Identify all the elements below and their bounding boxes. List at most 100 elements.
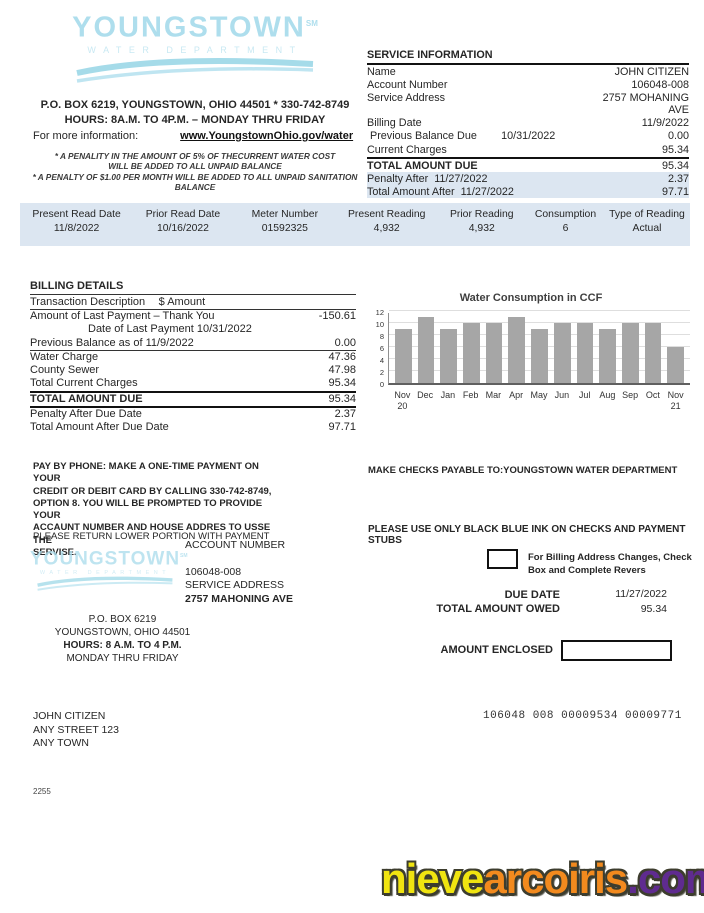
row-desc: Total Current Charges — [30, 377, 138, 390]
logo-name-text: YOUNGSTOWN — [30, 548, 181, 570]
pay-by-phone-line: ACCAUNT NUMBER AND HOUSE ADDRES TO USSE … — [33, 522, 271, 546]
row-label: Name — [367, 65, 396, 78]
meter-col-prior-reading: Prior Reading 4,932 — [436, 208, 527, 246]
col-value: 4,932 — [468, 223, 495, 234]
row-desc: Amount of Last Payment – Thank You — [30, 310, 215, 322]
return-lower-portion-note: PLEASE RETURN LOWER PORTION WITH PAYMENT — [33, 531, 270, 542]
service-info-title: SERVICE INFORMATION — [367, 49, 689, 65]
row-value: 95.34 — [661, 143, 689, 156]
col-header-amount: $ Amount — [158, 296, 206, 308]
row-value: 2.37 — [667, 172, 689, 185]
col-value: 01592325 — [261, 223, 308, 234]
total-after-row: Total Amount After 11/27/2022 97.71 — [367, 185, 689, 199]
logo-wordmark: YOUNGSTOWNSM — [30, 546, 188, 570]
chart-x-label: Dec — [417, 390, 434, 400]
chart-bar — [667, 347, 684, 383]
recipient-street: ANY STREET 123 — [33, 723, 119, 736]
billing-change-line: For Billing Address Changes, Check — [528, 552, 692, 563]
make-checks-payable-note: MAKE CHECKS PAYABLE TO:YOUNGSTOWN WATER … — [368, 465, 678, 476]
row-mid — [501, 92, 582, 117]
hours-line: HOURS: 8 A.M. TO 4 P.M. — [63, 640, 182, 651]
row-amount — [296, 323, 356, 336]
col-label: Present Reading — [347, 209, 426, 220]
chart-bar — [644, 323, 662, 383]
stub-account-block: ACCOUNT NUMBER 106048-008 SERVICE ADDRES… — [185, 539, 365, 606]
table-row: Total Current Charges 95.34 — [30, 377, 356, 393]
row-desc: Water Charge — [30, 350, 99, 363]
header-hours-line: HOURS: 8A.M. TO 4P.M. – MONDAY THRU FRID… — [64, 113, 326, 126]
row-amount: 2.37 — [334, 408, 356, 421]
table-row: Account Number 106048-008 — [367, 78, 689, 91]
total-amount-due-row: TOTAL AMOUNT DUE 95.34 — [30, 393, 356, 409]
row-desc: Total Amount After Due Date — [30, 421, 169, 434]
account-number-label: ACCOUNT NUMBER — [185, 539, 286, 551]
chart-y-axis: 0 2 4 6 8 10 12 — [372, 308, 388, 389]
table-row: Penalty After Due Date 2.37 — [30, 408, 356, 421]
row-value: 0.00 — [667, 130, 689, 143]
row-value: 2757 MOHANING AVE — [602, 91, 689, 117]
row-amount: 47.98 — [328, 364, 356, 377]
days-line: MONDAY THRU FRIDAY — [66, 653, 179, 664]
chart-x-label: Oct — [645, 390, 660, 400]
row-desc: Penalty After Due Date — [30, 408, 142, 421]
logo-wordmark: YOUNGSTOWNSM — [28, 8, 362, 44]
watermark-part-2: arcoiris — [483, 855, 628, 902]
billing-address-change-checkbox[interactable] — [487, 549, 518, 569]
logo-subtitle: WATER DEPARTMENT — [39, 570, 171, 577]
row-desc: Previous Balance as of 11/9/2022 — [30, 336, 194, 349]
chart-x-label: Jun — [554, 390, 570, 400]
amount-enclosed-input-box[interactable] — [561, 640, 672, 661]
table-row: Billing Date 11/9/2022 — [367, 117, 689, 130]
penalty-note-1: * A PENALITY IN THE AMOUNT OF 5% OF THEC… — [54, 150, 336, 161]
divider — [367, 157, 689, 160]
table-row: Water Charge 47.36 — [30, 351, 356, 364]
amount-enclosed-label: AMOUNT ENCLOSED — [440, 644, 553, 656]
penalty-note-2: WILL BE ADDED TO ALL UNPAID BALANCE — [108, 161, 282, 172]
chart-x-label: Mar — [485, 390, 502, 400]
due-date-label: DUE DATE — [504, 589, 560, 601]
row-label: Current Charges — [367, 143, 447, 156]
col-value: 6 — [562, 223, 569, 234]
row-label: Previous Balance Due — [367, 130, 477, 143]
row-mid: 10/31/2022 — [501, 130, 556, 143]
table-row: Service Address 2757 MOHANING AVE — [367, 91, 689, 117]
row-label: Total Amount After 11/27/2022 — [367, 185, 514, 198]
billing-details-table: BILLING DETAILS Transaction Description … — [30, 280, 356, 435]
row-label: Penalty After 11/27/2022 — [367, 172, 488, 185]
row-amount: 97.71 — [328, 421, 356, 434]
total-amount-due-row: TOTAL AMOUNT DUE 95.34 — [367, 159, 689, 172]
meter-reading-strip: Present Read Date 11/8/2022 Prior Read D… — [20, 203, 690, 246]
pay-by-phone-line: CREDIT OR DEBIT CARD BY CALLING 330-742-… — [33, 485, 272, 497]
col-value: Actual — [632, 223, 662, 234]
billing-change-line: Box and Complete Revers — [528, 565, 646, 576]
more-info-link[interactable]: www.YoungstownOhio.gov/water — [180, 129, 354, 142]
logo-subtitle: WATER DEPARTMENT — [87, 44, 303, 55]
table-row: Date of Last Payment 10/31/2022 — [30, 323, 356, 336]
row-label: TOTAL AMOUNT DUE — [367, 159, 478, 172]
penalty-after-row: Penalty After 11/27/2022 2.37 — [367, 172, 689, 186]
col-label: Prior Read Date — [145, 209, 221, 220]
col-label: Consumption — [534, 209, 597, 220]
row-value: JOHN CITIZEN — [614, 65, 689, 78]
logo-name-text: YOUNGSTOWN — [72, 11, 306, 44]
ocr-scanline: 106048 008 00009534 00009771 — [483, 710, 682, 722]
chart-x-label: Jul — [578, 390, 591, 400]
total-amount-owed-value: 95.34 — [640, 603, 667, 615]
row-label: Billing Date — [367, 117, 422, 130]
chart-bar — [508, 317, 526, 383]
pay-by-phone-line: OPTION 8. YOU WILL BE PROMPTED TO PROVID… — [33, 497, 263, 522]
chart-bar — [463, 323, 480, 383]
city-line: YOUNGSTOWN, OHIO 44501 — [54, 627, 191, 638]
row-value: 95.34 — [661, 159, 689, 172]
chart-y-tick: 12 — [375, 308, 384, 317]
table-row: Total Amount After Due Date 97.71 — [30, 421, 356, 434]
more-info-label: For more information: — [33, 129, 139, 142]
meter-col-prior-read-date: Prior Read Date 10/16/2022 — [133, 208, 233, 246]
col-value: 11/8/2022 — [53, 223, 100, 234]
logo-servicemark: SM — [180, 553, 188, 559]
chart-y-tick: 10 — [375, 320, 384, 329]
chart-bar — [531, 329, 548, 383]
chart-bar — [417, 317, 435, 383]
billing-details-title: BILLING DETAILS — [30, 280, 356, 295]
pay-by-phone-line: PAY BY PHONE: MAKE A ONE-TIME PAYMENT ON… — [33, 461, 259, 485]
